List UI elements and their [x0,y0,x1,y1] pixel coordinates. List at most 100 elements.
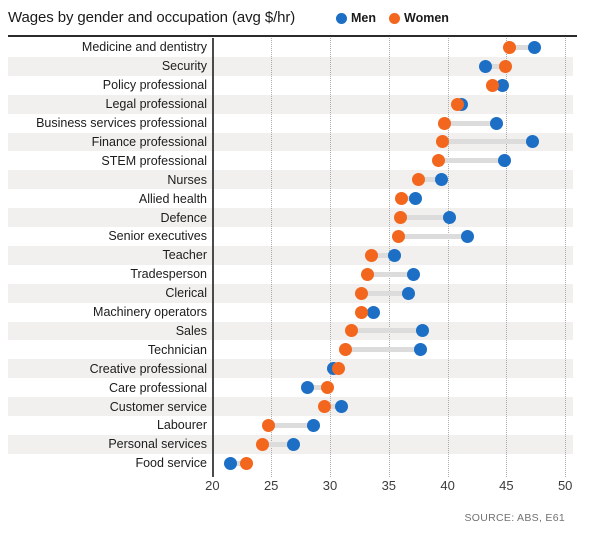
legend-men-label: Men [351,11,376,25]
occupation-row: Legal professional [8,95,573,114]
occupation-label: Machinery operators [93,305,207,320]
occupation-row: Medicine and dentistry [8,38,573,57]
men-dot [416,324,430,338]
y-axis-line [212,38,214,477]
x-tick-label: 30 [322,478,338,493]
occupation-row: Clerical [8,284,573,303]
dumbbell-connector [400,215,450,221]
occupation-row: Teacher [8,246,573,265]
women-dot [391,229,405,243]
women-dot [361,267,375,281]
row-stripe [8,94,573,114]
dumbbell-connector [268,422,314,428]
women-dot [344,324,358,338]
women-dot-icon [389,12,400,24]
dumbbell-connector [351,328,423,334]
occupation-label: Care professional [109,380,207,395]
x-tick-label: 50 [557,478,573,493]
occupation-row: Security [8,57,573,76]
women-dot [411,173,425,187]
x-tick-label: 25 [263,478,279,493]
row-stripe [8,245,573,265]
x-tick-label: 35 [381,478,397,493]
women-dot [503,40,517,54]
dumbbell-connector [345,347,421,353]
dumbbell-connector [367,271,414,277]
women-dot [331,362,345,376]
women-dot [256,437,270,451]
row-stripe [8,359,573,379]
men-dot [435,173,449,187]
occupation-row: Senior executives [8,227,573,246]
occupation-label: Clerical [165,286,207,301]
chart-legend: Men Women [336,11,449,25]
row-stripe [8,208,573,227]
row-stripe [8,283,573,303]
men-dot [367,305,380,319]
occupation-label: Customer service [109,399,207,414]
women-dot [485,78,499,92]
dumbbell-connector [398,233,468,239]
x-tick-label: 40 [440,478,455,493]
men-dot [414,343,428,357]
dumbbell-connector [418,177,442,183]
occupation-label: Allied health [138,191,207,206]
men-dot [335,400,349,414]
source-note: SOURCE: ABS, E61 [464,512,565,524]
dumbbell-connector [324,404,342,410]
chart-title: Wages by gender and occupation (avg $/hr… [8,9,296,26]
gridline [447,38,449,477]
occupation-label: Defence [160,210,207,225]
women-dot [240,456,253,470]
women-dot [437,116,451,130]
occupation-label: Food service [135,456,207,471]
women-dot [498,59,512,73]
occupation-row: Labourer [8,416,573,435]
row-stripe [8,56,573,76]
dumbbell-connector [438,158,505,164]
row-stripe [8,170,573,190]
occupation-row: Customer service [8,397,573,416]
occupation-row: STEM professional [8,151,573,170]
dumbbell-connector [307,385,328,391]
occupation-label: Creative professional [89,361,207,376]
occupation-row: Technician [8,340,573,359]
occupation-label: Labourer [156,418,207,433]
occupation-label: Personal services [108,437,207,452]
men-dot [301,381,315,395]
women-dot [321,381,335,395]
occupation-label: Sales [175,323,207,338]
occupation-label: Finance professional [91,134,207,149]
occupation-row: Policy professional [8,76,573,95]
legend-item-women: Women [389,11,449,25]
men-dot [287,437,301,451]
row-stripe [8,321,573,341]
occupation-row: Machinery operators [8,303,573,322]
women-dot [262,418,276,432]
occupation-row: Nurses [8,170,573,189]
women-dot [317,400,331,414]
men-dot [443,211,457,225]
men-dot [496,78,510,92]
men-dot-icon [336,12,347,24]
occupation-row: Creative professional [8,359,573,378]
occupation-row: Food service [8,454,573,473]
men-dot [525,135,539,149]
men-dot [402,286,416,300]
row-stripe [8,132,573,152]
women-dot [355,305,369,319]
men-dot [388,248,402,262]
header-rule [8,35,577,37]
dumbbell-connector [509,44,535,50]
dumbbell-connector [442,139,533,145]
dumbbell-connector [371,252,395,258]
gridline [271,38,273,477]
occupation-row: Defence [8,208,573,227]
occupation-label: Technician [147,342,207,357]
men-dot [406,267,420,281]
occupation-label: Business services professional [36,116,207,131]
women-dot [355,286,369,300]
men-dot [497,154,511,168]
